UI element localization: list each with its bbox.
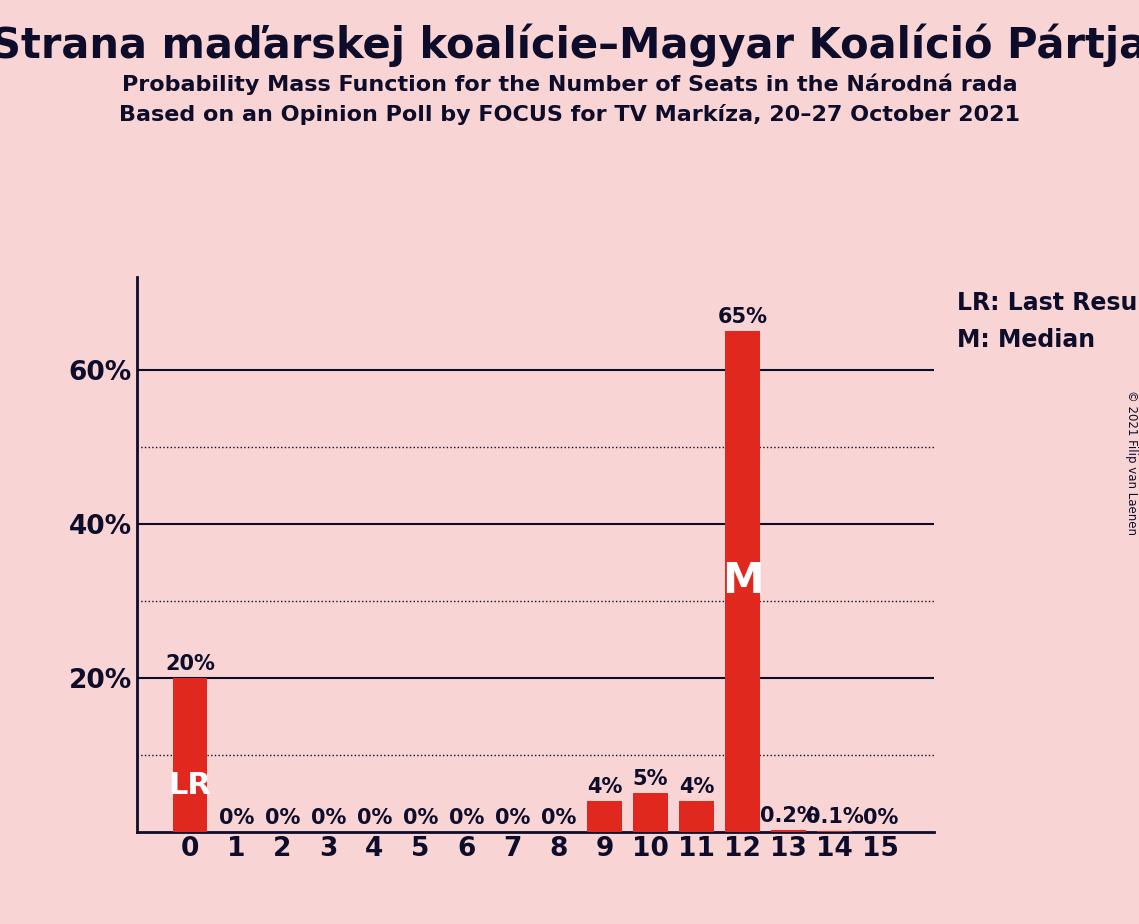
Text: 0.2%: 0.2% (760, 807, 818, 826)
Bar (679, 801, 714, 832)
Text: Based on an Opinion Poll by FOCUS for TV Markíza, 20–27 October 2021: Based on an Opinion Poll by FOCUS for TV… (118, 104, 1021, 126)
Text: M: Median: M: Median (957, 328, 1095, 352)
Text: Probability Mass Function for the Number of Seats in the Národná rada: Probability Mass Function for the Number… (122, 74, 1017, 95)
Text: 20%: 20% (165, 654, 215, 674)
Text: LR: Last Result: LR: Last Result (957, 291, 1139, 315)
Text: 0%: 0% (219, 808, 254, 828)
Text: M: M (722, 560, 763, 602)
Text: 0%: 0% (541, 808, 576, 828)
Bar (587, 801, 622, 832)
Text: 0%: 0% (264, 808, 300, 828)
Text: 0%: 0% (449, 808, 484, 828)
Text: 5%: 5% (632, 770, 669, 789)
Text: 0%: 0% (357, 808, 392, 828)
Bar (633, 793, 667, 832)
Text: 0%: 0% (494, 808, 530, 828)
Text: 0%: 0% (311, 808, 346, 828)
Text: 0%: 0% (402, 808, 439, 828)
Text: Strana maďarskej koalície–Magyar Koalíció Pártja: Strana maďarskej koalície–Magyar Koalíci… (0, 23, 1139, 67)
Text: 65%: 65% (718, 308, 768, 327)
Bar (726, 331, 760, 832)
Text: 0.1%: 0.1% (805, 807, 863, 827)
Text: 4%: 4% (587, 777, 622, 796)
Text: 4%: 4% (679, 777, 714, 796)
Text: © 2021 Filip van Laenen: © 2021 Filip van Laenen (1124, 390, 1138, 534)
Text: 0%: 0% (863, 808, 899, 828)
Bar (771, 830, 805, 832)
Text: LR: LR (169, 771, 212, 800)
Bar (173, 677, 207, 832)
